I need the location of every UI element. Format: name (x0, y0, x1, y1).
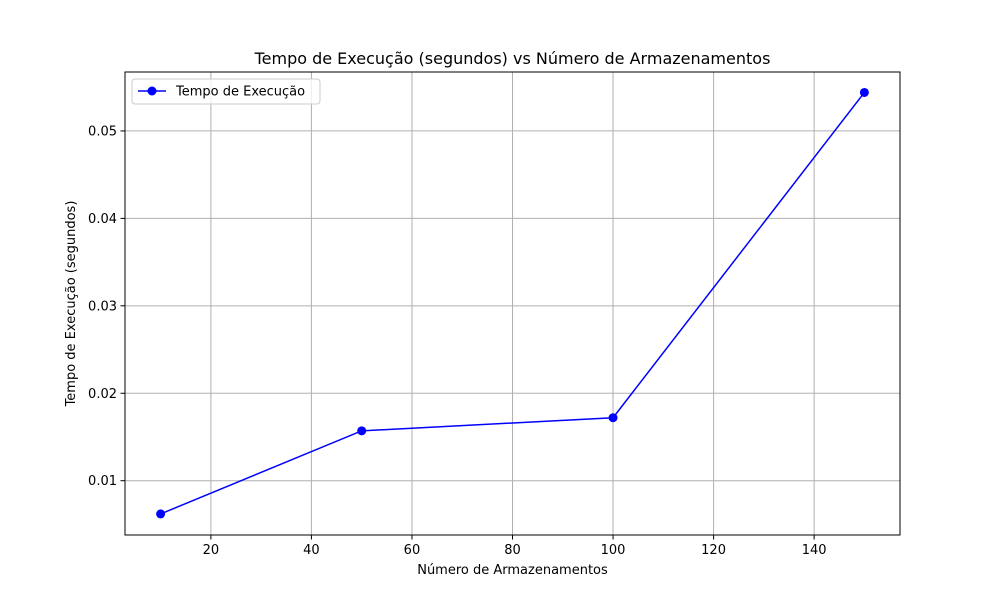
x-tick-label: 120 (701, 543, 726, 558)
x-tick-label: 140 (802, 543, 827, 558)
data-point (608, 413, 618, 423)
y-tick-label: 0.03 (88, 299, 117, 314)
data-point (357, 426, 367, 436)
x-tick-label: 100 (601, 543, 626, 558)
x-tick-label: 40 (303, 543, 320, 558)
y-axis-title: Tempo de Execução (segundos) (64, 201, 79, 408)
y-tick-label: 0.02 (88, 387, 117, 402)
legend-entry-label: Tempo de Execução (175, 85, 305, 100)
y-tick-label: 0.05 (88, 124, 117, 139)
legend: Tempo de Execução (131, 78, 321, 105)
legend-box (131, 78, 321, 105)
series-layer (156, 87, 869, 519)
axis-ticks: 20 40 60 80 100 120 140 0.01 0.02 0.03 0.04 0.05 (88, 124, 826, 558)
data-point (156, 509, 166, 519)
y-tick-label: 0.01 (88, 474, 117, 489)
series-line (160, 92, 865, 515)
x-tick-label: 80 (504, 543, 521, 558)
data-point (859, 87, 869, 97)
x-tick-label: 60 (404, 543, 421, 558)
x-tick-label: 20 (203, 543, 220, 558)
y-tick-label: 0.04 (88, 212, 117, 227)
grid (125, 72, 900, 535)
x-axis-title: Número de Armazenamentos (417, 563, 608, 578)
legend-marker-sample (147, 86, 157, 96)
chart-title: Tempo de Execução (segundos) vs Número d… (254, 49, 771, 68)
